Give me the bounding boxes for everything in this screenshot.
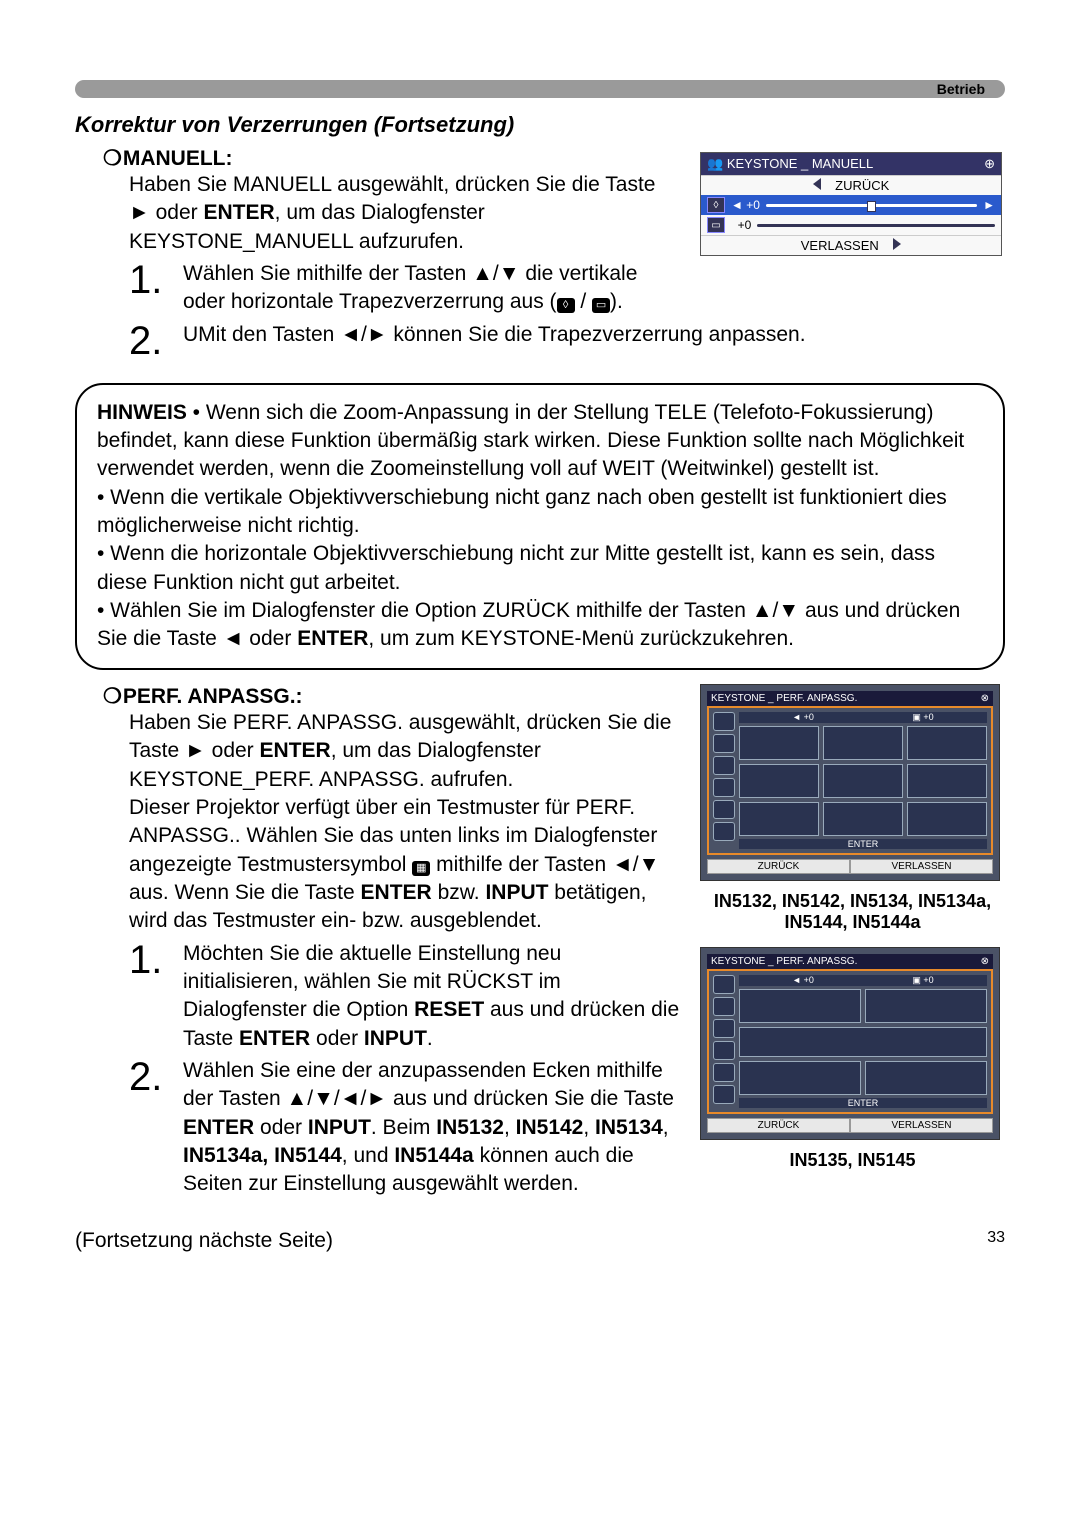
perf-side-icon	[713, 734, 735, 753]
perf-heading-text: PERF. ANPASSG.:	[123, 685, 303, 708]
arrow-left-icon	[813, 178, 821, 190]
corner-br	[907, 802, 987, 836]
manuell-heading-text: MANUELL:	[123, 147, 233, 170]
perf-caption-2: IN5135, IN5145	[700, 1150, 1005, 1171]
corner-tm	[823, 726, 903, 760]
hinweis-box: HINWEIS • Wenn sich die Zoom-Anpassung i…	[75, 383, 1005, 670]
hinweis-label: HINWEIS	[97, 401, 187, 424]
perf-side-icon	[713, 712, 735, 731]
target-icon: ⊕	[984, 156, 995, 172]
perf-step2: Wählen Sie eine der anzupassenden Ecken …	[183, 1057, 680, 1199]
perf-dialog-1: KEYSTONE _ PERF. ANPASSG.⊗ ◄ +0▣ +0	[700, 684, 1000, 881]
header-bar: Betrieb	[75, 80, 1005, 98]
perf-back-button: ZURÜCK	[707, 1118, 850, 1133]
corner-bl	[739, 1061, 861, 1095]
corner-br	[865, 1061, 987, 1095]
continuation-note: (Fortsetzung nächste Seite)	[75, 1229, 333, 1253]
perf-side-icon	[713, 1063, 735, 1082]
manuell-heading: ❍ MANUELL:	[103, 146, 680, 171]
perf-step-number-2: 2.	[129, 1057, 183, 1199]
perf-side-icon	[713, 1019, 735, 1038]
corner-bl	[739, 802, 819, 836]
perf-step-number-1: 1.	[129, 940, 183, 1053]
perf-side-icon	[713, 997, 735, 1016]
perf-side-icon	[713, 1041, 735, 1060]
testpattern-icon: ▦	[412, 861, 430, 876]
section-title: Korrektur von Verzerrungen (Fortsetzung)	[75, 112, 1005, 138]
corner-tr	[865, 989, 987, 1023]
vertical-keystone-icon: ◊	[557, 298, 575, 313]
close-icon: ⊗	[981, 956, 989, 967]
perf-side-icon	[713, 1085, 735, 1104]
perf-side-icon	[713, 975, 735, 994]
vertical-icon: ◊	[707, 197, 725, 213]
arrow-right-icon	[893, 238, 901, 250]
horizontal-icon: ▭	[707, 217, 725, 233]
keystone-icon: 👥	[707, 156, 723, 171]
perf-exit-button: VERLASSEN	[850, 1118, 993, 1133]
perf-dialog-2: KEYSTONE _ PERF. ANPASSG.⊗ ◄ +0▣ +0	[700, 947, 1000, 1140]
perf-side-icon	[713, 822, 735, 841]
perf-heading: ❍ PERF. ANPASSG.:	[103, 684, 680, 709]
manuell-step2: UMit den Tasten ◄/► können Sie die Trape…	[183, 321, 1005, 361]
keystone-exit-row: VERLASSEN	[701, 235, 1001, 255]
corner-tl	[739, 726, 819, 760]
step-number-1: 1.	[129, 260, 183, 317]
keystone-back-row: ZURÜCK	[701, 175, 1001, 195]
perf-step1: Möchten Sie die aktuelle Einstellung neu…	[183, 940, 680, 1053]
perf-exit-button: VERLASSEN	[850, 859, 993, 874]
page-number: 33	[987, 1229, 1005, 1253]
perf-back-button: ZURÜCK	[707, 859, 850, 874]
perf-caption-1: IN5132, IN5142, IN5134, IN5134a, IN5144,…	[700, 891, 1005, 933]
keystone-manuell-dialog: 👥 KEYSTONE _ MANUELL ⊕ ZURÜCK ◊ ◄ +0 ► ▭…	[700, 152, 1002, 256]
corner-tr	[907, 726, 987, 760]
manuell-step1: Wählen Sie mithilfe der Tasten ▲/▼ die v…	[183, 260, 680, 317]
header-label: Betrieb	[937, 81, 985, 97]
corner-ml	[739, 764, 819, 798]
close-icon: ⊗	[981, 693, 989, 704]
perf-p1: Haben Sie PERF. ANPASSG. ausgewählt, drü…	[129, 709, 680, 794]
perf-p2: Dieser Projektor verfügt über ein Testmu…	[129, 794, 680, 936]
corner-mm	[823, 764, 903, 798]
perf-side-icon	[713, 800, 735, 819]
manuell-intro: Haben Sie MANUELL ausgewählt, drücken Si…	[129, 171, 680, 256]
corner-tl	[739, 989, 861, 1023]
perf-side-icon	[713, 778, 735, 797]
corner-mr	[907, 764, 987, 798]
perf-side-icon	[713, 756, 735, 775]
keystone-titlebar: 👥 KEYSTONE _ MANUELL ⊕	[701, 153, 1001, 175]
step-number-2: 2.	[129, 321, 183, 361]
corner-mid	[739, 1027, 987, 1057]
keystone-v-slider: ◊ ◄ +0 ►	[701, 195, 1001, 215]
keystone-h-slider: ▭ +0	[701, 215, 1001, 235]
corner-bm	[823, 802, 903, 836]
horizontal-keystone-icon: ▭	[592, 298, 610, 313]
